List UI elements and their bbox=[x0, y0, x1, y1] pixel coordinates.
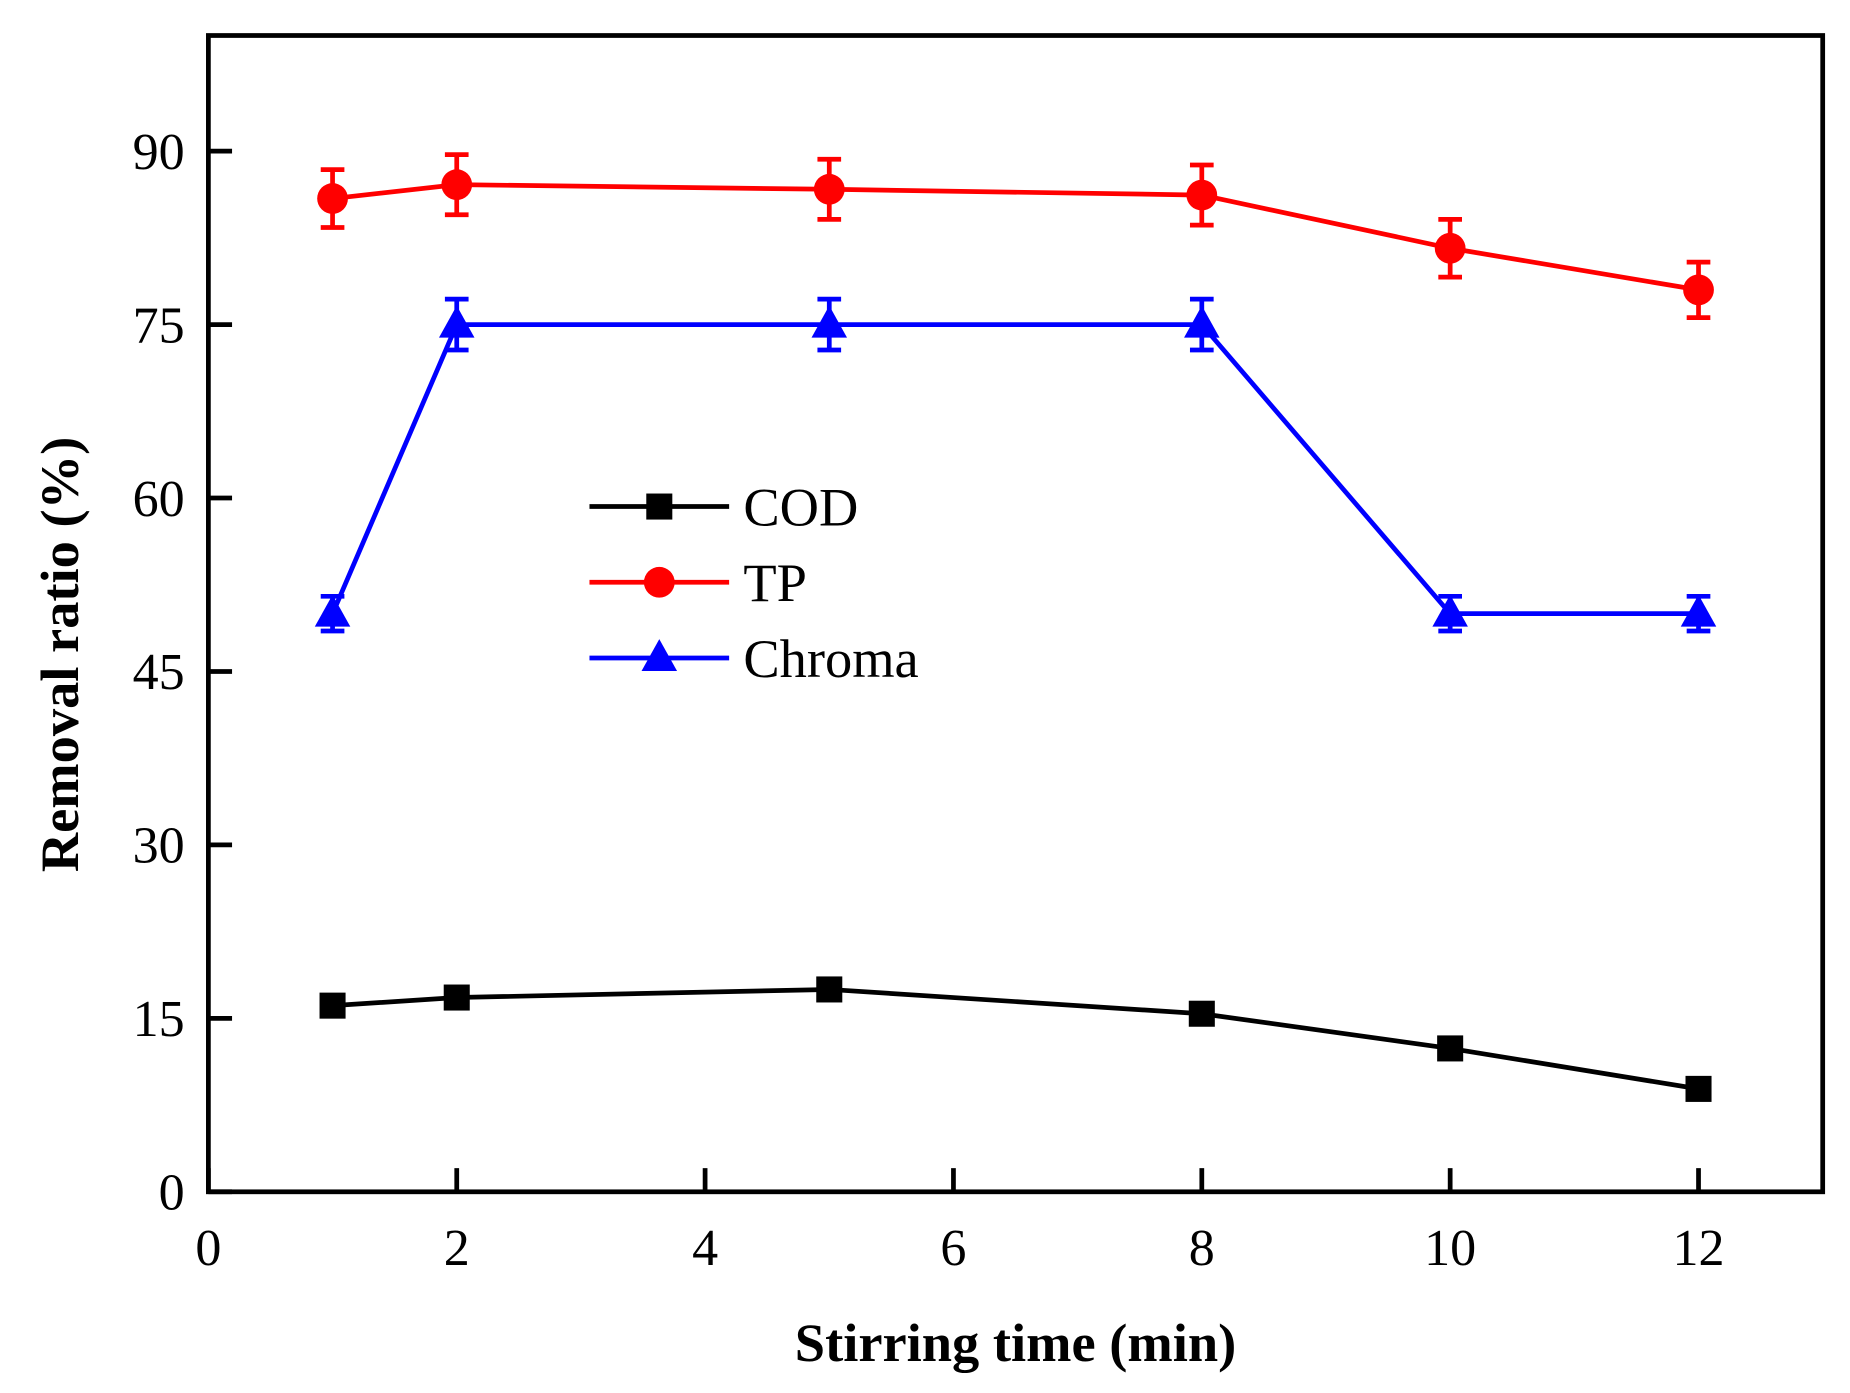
y-tick-label: 90 bbox=[133, 124, 185, 181]
legend-marker bbox=[646, 493, 673, 520]
data-point bbox=[816, 976, 843, 1003]
y-tick-label: 0 bbox=[159, 1165, 185, 1222]
data-point bbox=[811, 305, 848, 338]
y-tick-label: 15 bbox=[133, 991, 185, 1048]
data-point bbox=[1434, 232, 1466, 264]
data-point bbox=[1188, 1000, 1215, 1027]
legend-item-chroma: Chroma bbox=[589, 628, 919, 689]
x-tick-label: 8 bbox=[1189, 1220, 1215, 1277]
series-line bbox=[330, 322, 1699, 617]
series-layer bbox=[314, 152, 1717, 1102]
data-point bbox=[1685, 1075, 1712, 1102]
data-point bbox=[441, 169, 473, 201]
x-tick-label: 12 bbox=[1672, 1220, 1724, 1277]
y-tick-label: 45 bbox=[133, 644, 185, 701]
legend-item-tp: TP bbox=[589, 552, 807, 613]
data-point bbox=[813, 173, 845, 205]
data-point bbox=[1184, 305, 1220, 338]
legend: COD TP Chroma bbox=[589, 476, 919, 689]
y-axis-label: Removal ratio (%) bbox=[29, 437, 90, 872]
data-point bbox=[314, 594, 351, 627]
x-tick-label: 10 bbox=[1424, 1220, 1476, 1277]
x-tick-label: 2 bbox=[444, 1220, 470, 1277]
data-point bbox=[317, 183, 348, 214]
x-axis-label: Stirring time (min) bbox=[795, 1312, 1236, 1373]
data-point bbox=[1186, 179, 1218, 211]
data-point bbox=[1437, 1035, 1464, 1062]
data-point bbox=[443, 984, 470, 1011]
y-axis: 0 15 30 45 60 75 90 bbox=[133, 124, 233, 1222]
data-point bbox=[1432, 594, 1468, 627]
legend-marker bbox=[641, 639, 678, 672]
series-tp bbox=[317, 152, 1714, 321]
legend-marker bbox=[643, 566, 675, 598]
y-tick-label: 75 bbox=[133, 297, 185, 354]
data-point bbox=[319, 992, 346, 1019]
x-tick-label: 6 bbox=[940, 1220, 966, 1277]
data-point bbox=[1680, 594, 1717, 627]
data-point bbox=[1683, 274, 1714, 306]
series-line bbox=[332, 987, 1699, 1092]
legend-item-cod: COD bbox=[589, 476, 858, 537]
plot-frame bbox=[206, 33, 1826, 1195]
x-tick-label: 4 bbox=[692, 1220, 718, 1277]
y-tick-label: 60 bbox=[133, 471, 185, 528]
legend-label: COD bbox=[743, 476, 858, 537]
y-tick-label: 30 bbox=[133, 818, 185, 875]
legend-label: Chroma bbox=[743, 628, 918, 689]
series-line bbox=[332, 182, 1699, 293]
series-cod bbox=[319, 976, 1712, 1102]
legend-label: TP bbox=[743, 552, 807, 613]
series-chroma bbox=[314, 296, 1717, 634]
data-point bbox=[438, 305, 475, 338]
x-tick-label: 0 bbox=[195, 1220, 221, 1277]
x-axis: 0 2 4 6 8 10 12 bbox=[195, 1168, 1725, 1277]
